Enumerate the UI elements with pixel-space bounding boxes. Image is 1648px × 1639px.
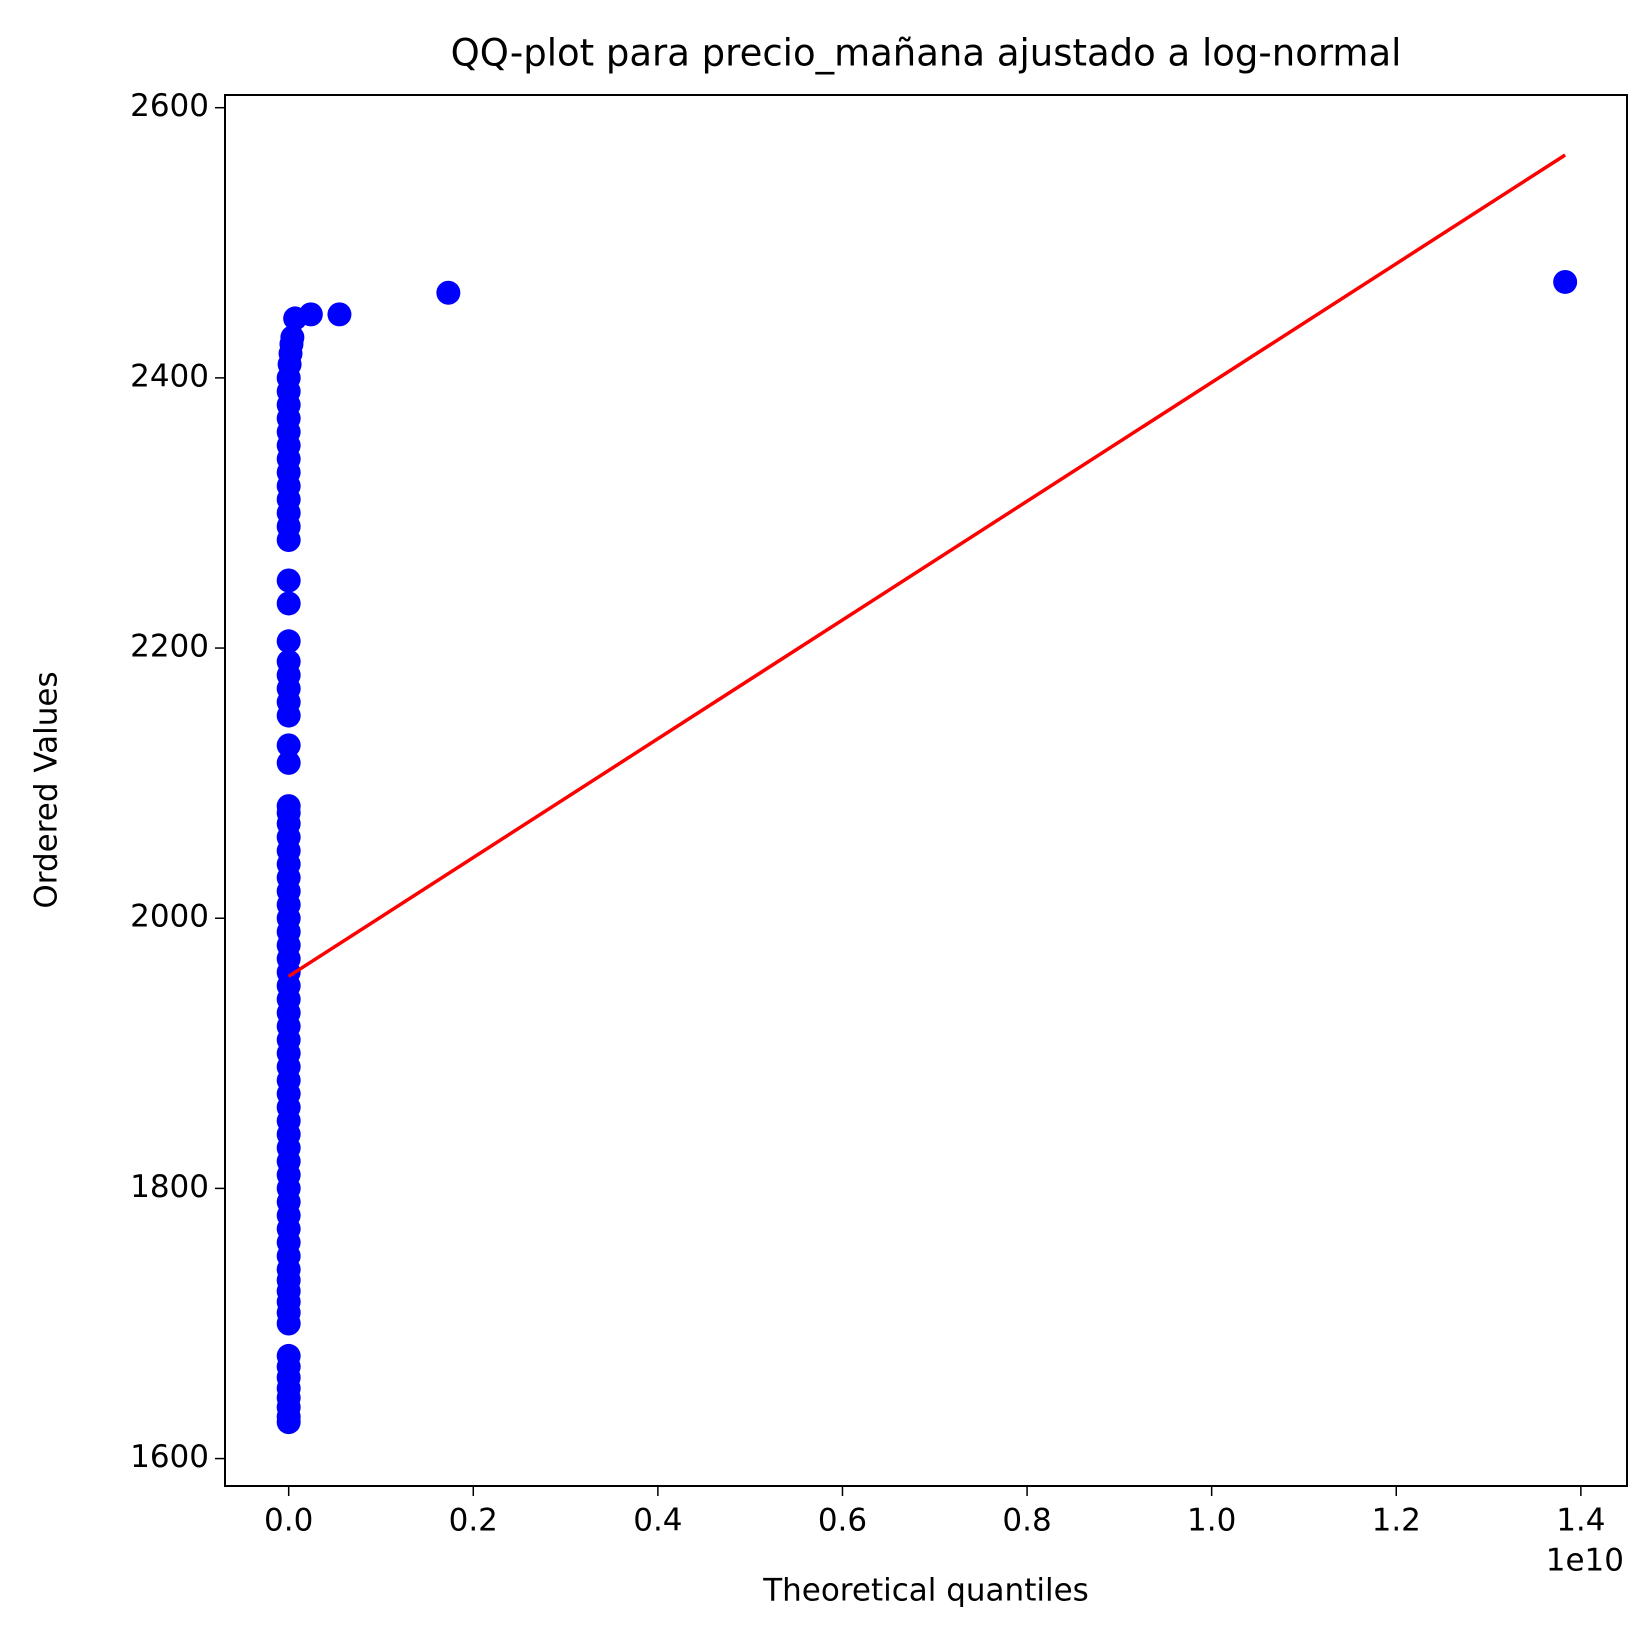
point [276, 1343, 301, 1368]
y-tick-label: 2200 [130, 629, 209, 665]
point [327, 302, 352, 327]
point [276, 649, 301, 674]
x-axis-label: Theoretical quantiles [762, 1573, 1089, 1609]
fit-line [287, 153, 1567, 978]
point [276, 733, 301, 758]
point [1553, 269, 1578, 294]
y-axis-label: Ordered Values [29, 671, 65, 908]
y-tick-label: 1600 [130, 1439, 209, 1475]
y-tick-label: 2000 [130, 899, 209, 935]
x-tick-label: 0.8 [1002, 1503, 1051, 1539]
y-tick-label: 2400 [130, 358, 209, 394]
x-tick-label: 1.0 [1187, 1503, 1236, 1539]
x-tick-label: 1.4 [1556, 1503, 1605, 1539]
x-tick-label: 0.2 [449, 1503, 498, 1539]
point [276, 629, 301, 654]
point [280, 325, 305, 350]
x-tick-label: 0.4 [633, 1503, 682, 1539]
y-tick-label: 2600 [130, 88, 209, 124]
point [276, 794, 301, 819]
point [276, 750, 301, 775]
point [298, 302, 323, 327]
x-tick-label: 1.2 [1372, 1503, 1421, 1539]
plot-frame [224, 94, 1628, 1487]
point [276, 568, 301, 593]
chart-title: QQ-plot para precio_mañana ajustado a lo… [451, 32, 1402, 75]
point [436, 280, 461, 305]
y-tick-label: 1800 [130, 1169, 209, 1205]
x-tick-label: 0.6 [818, 1503, 867, 1539]
x-offset-text: 1e10 [1546, 1543, 1624, 1579]
x-tick-label: 0.0 [264, 1503, 313, 1539]
point [276, 591, 301, 616]
